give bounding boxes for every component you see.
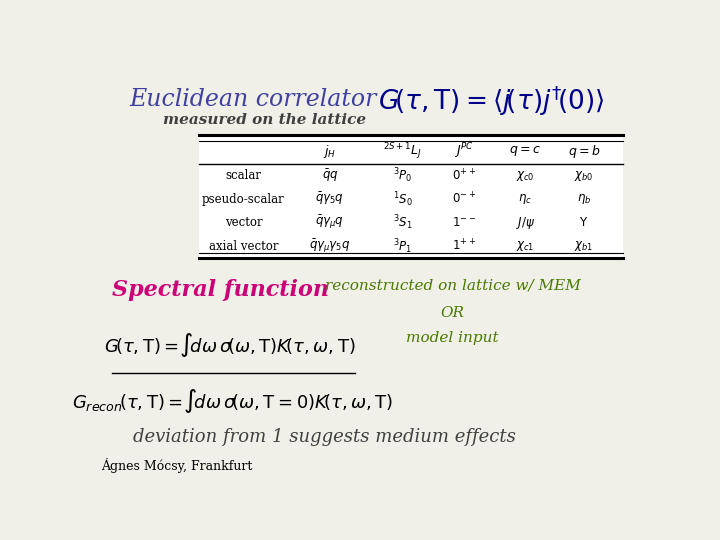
Text: $^3P_1$: $^3P_1$	[393, 237, 412, 256]
Text: $q=b$: $q=b$	[567, 143, 600, 160]
Text: Ágnes Mócsy, Frankfurt: Ágnes Mócsy, Frankfurt	[101, 458, 253, 473]
Text: axial vector: axial vector	[209, 240, 278, 253]
Text: $j_H$: $j_H$	[323, 143, 336, 160]
Text: $\bar{q}q$: $\bar{q}q$	[322, 167, 338, 184]
Text: $^{2S+1}L_J$: $^{2S+1}L_J$	[383, 141, 422, 161]
Text: reconstructed on lattice w/ MEM: reconstructed on lattice w/ MEM	[325, 279, 580, 293]
Text: $G\!\left(\tau,\mathrm{T}\right)=\!\int\! d\omega\,\sigma\!\left(\omega,\mathrm{: $G\!\left(\tau,\mathrm{T}\right)=\!\int\…	[104, 332, 355, 360]
Text: $\bar{q}\gamma_5 q$: $\bar{q}\gamma_5 q$	[315, 191, 344, 207]
Text: $\bar{q}\gamma_\mu\gamma_5 q$: $\bar{q}\gamma_\mu\gamma_5 q$	[309, 238, 351, 255]
Text: $\eta_c$: $\eta_c$	[518, 192, 532, 206]
Text: $\chi_{b0}$: $\chi_{b0}$	[574, 168, 593, 183]
Text: Spectral function: Spectral function	[112, 279, 329, 301]
Text: $^1S_0$: $^1S_0$	[392, 190, 413, 208]
FancyBboxPatch shape	[199, 136, 623, 258]
Text: $1^{++}$: $1^{++}$	[452, 239, 476, 254]
Text: pseudo-scalar: pseudo-scalar	[202, 193, 285, 206]
Text: $^3S_1$: $^3S_1$	[392, 213, 413, 232]
Text: $J/\psi$: $J/\psi$	[516, 215, 535, 231]
Text: Euclidean correlator: Euclidean correlator	[129, 87, 377, 111]
Text: $^3P_0$: $^3P_0$	[393, 166, 412, 185]
Text: measured on the lattice: measured on the lattice	[163, 113, 366, 126]
Text: deviation from 1 suggests medium effects: deviation from 1 suggests medium effects	[133, 428, 516, 446]
Text: $\eta_b$: $\eta_b$	[577, 192, 591, 206]
Text: $1^{--}$: $1^{--}$	[451, 216, 476, 229]
Text: vector: vector	[225, 216, 262, 229]
Text: $\chi_{c1}$: $\chi_{c1}$	[516, 239, 534, 253]
Text: $q=c$: $q=c$	[509, 144, 541, 158]
Text: scalar: scalar	[225, 169, 261, 182]
Text: $\bar{q}\gamma_\mu q$: $\bar{q}\gamma_\mu q$	[315, 214, 344, 232]
Text: $G\!\left(\tau,\mathrm{T}\right)=\langle j\!\left(\tau\right)j^{\dagger}\!\left(: $G\!\left(\tau,\mathrm{T}\right)=\langle…	[379, 84, 605, 118]
Text: $\Upsilon$: $\Upsilon$	[580, 216, 588, 229]
Text: $0^{-+}$: $0^{-+}$	[452, 192, 476, 207]
Text: $J^{PC}$: $J^{PC}$	[454, 141, 474, 161]
Text: model input: model input	[406, 331, 499, 345]
Text: OR: OR	[441, 306, 464, 320]
Text: $G_{recon}\!\left(\tau,\mathrm{T}\right)=\!\int\! d\omega\,\sigma\!\left(\omega,: $G_{recon}\!\left(\tau,\mathrm{T}\right)…	[72, 387, 393, 415]
Text: $\chi_{c0}$: $\chi_{c0}$	[516, 168, 534, 183]
Text: $\chi_{b1}$: $\chi_{b1}$	[575, 239, 593, 253]
Text: $0^{++}$: $0^{++}$	[452, 168, 476, 183]
